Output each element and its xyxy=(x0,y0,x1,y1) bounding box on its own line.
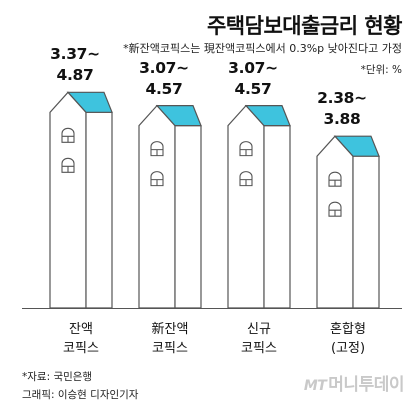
building-front-2 xyxy=(138,104,176,309)
category-line1: 잔액 xyxy=(69,322,93,337)
value-high: 4.57 xyxy=(234,79,272,98)
building-front-3 xyxy=(227,104,265,309)
category-line2: 코픽스 xyxy=(241,341,277,356)
value-label-1: 3.37~ 4.87 xyxy=(35,44,115,86)
source-note: *자료: 국민은행 xyxy=(22,371,93,383)
window-icon-3-2 xyxy=(239,171,253,187)
building-front-4 xyxy=(316,135,354,309)
building-side-4 xyxy=(352,155,380,309)
building-side-3 xyxy=(263,125,291,309)
window-icon-4-2 xyxy=(328,201,342,217)
building-roof-1 xyxy=(66,91,113,113)
value-low: 3.07~ xyxy=(228,58,278,77)
value-label-3: 3.07~ 4.57 xyxy=(213,58,293,100)
value-low: 3.07~ xyxy=(139,58,189,77)
publisher-logo: MT 머니투데이 xyxy=(303,370,405,395)
value-low: 3.37~ xyxy=(50,45,100,64)
value-label-2: 3.07~ 4.57 xyxy=(124,58,204,100)
building-front-1 xyxy=(49,91,87,309)
value-high: 3.88 xyxy=(323,110,361,129)
value-high: 4.57 xyxy=(145,79,183,98)
value-low: 2.38~ xyxy=(317,89,367,108)
window-icon-3-1 xyxy=(239,141,253,157)
building-roof-3 xyxy=(244,105,291,127)
category-line1: 신규 xyxy=(247,322,271,337)
window-icon-2-1 xyxy=(150,141,164,157)
window-icon-2-2 xyxy=(150,171,164,187)
category-line2: 코픽스 xyxy=(152,341,188,356)
value-label-4: 2.38~ 3.88 xyxy=(302,88,382,130)
building-side-1 xyxy=(85,111,113,309)
logo-text: 머니투데이 xyxy=(328,375,404,395)
unit-note: *단위: % xyxy=(360,64,402,76)
category-line1: 혼합형 xyxy=(330,322,366,337)
building-roof-4 xyxy=(333,135,380,157)
value-high: 4.87 xyxy=(56,66,94,85)
building-roof-2 xyxy=(155,105,202,127)
window-icon-1-1 xyxy=(61,127,75,143)
category-label-4: 혼합형 (고정) xyxy=(308,320,388,358)
category-line2: 코픽스 xyxy=(63,341,99,356)
window-icon-1-2 xyxy=(61,157,75,173)
graphic-credit: 그래픽: 이승현 디자인기자 xyxy=(22,389,139,401)
category-line2: (고정) xyxy=(330,341,366,356)
logo-mt: MT xyxy=(303,378,327,394)
window-icon-4-1 xyxy=(328,171,342,187)
building-side-2 xyxy=(174,125,202,309)
chart-subtitle: *新잔액코픽스는 現잔액코픽스에서 0.3%p 낮아진다고 가정 xyxy=(123,42,402,55)
category-line1: 新잔액 xyxy=(151,322,189,337)
baseline xyxy=(22,308,402,309)
chart-title: 주택담보대출금리 현황 xyxy=(206,14,403,38)
